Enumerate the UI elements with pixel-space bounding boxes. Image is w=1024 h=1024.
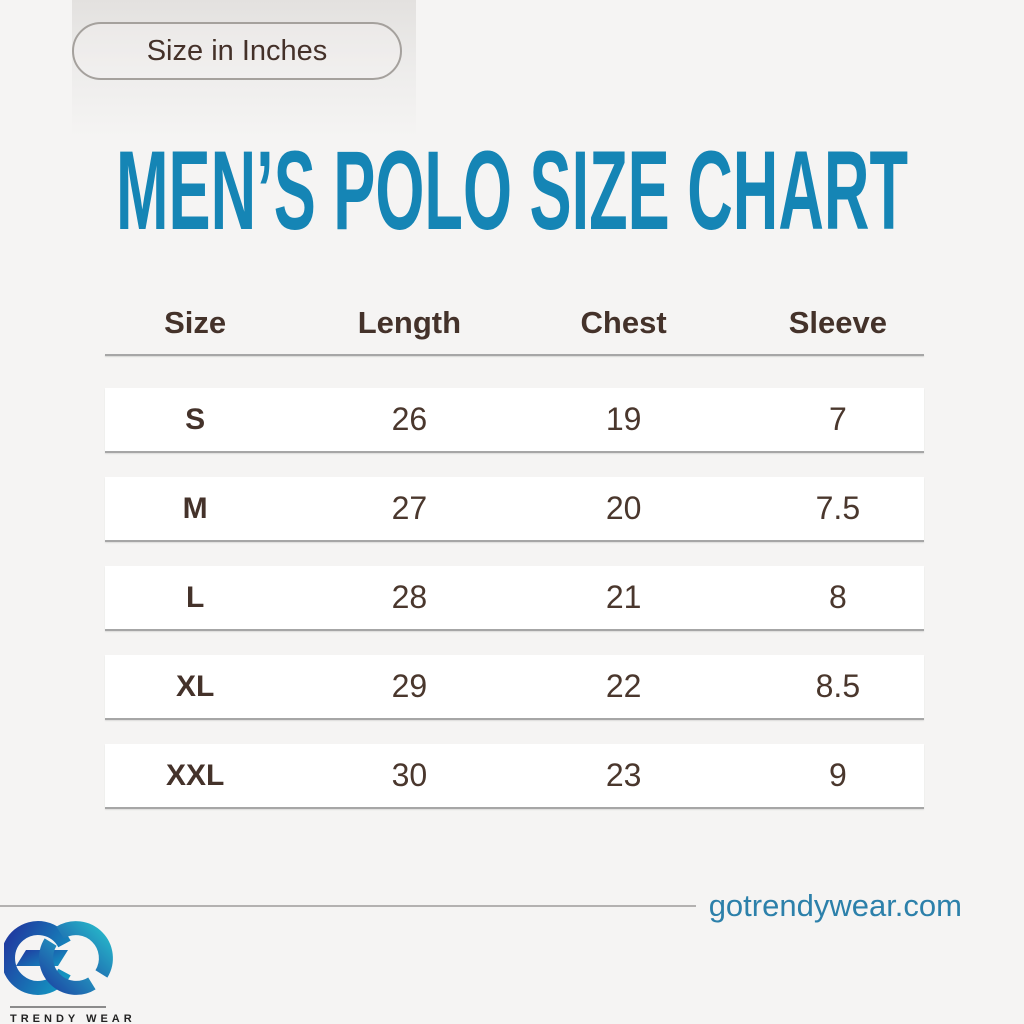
cell-size: XL <box>175 669 215 703</box>
cell-sleeve: 9 <box>828 757 847 793</box>
table-row-m: M 27 20 7.5 <box>105 477 924 542</box>
logo-wordmark: TRENDY WEAR <box>10 1013 136 1024</box>
table-row-s: S 26 19 7 <box>105 388 924 453</box>
cell-chest: 21 <box>605 579 642 615</box>
page-title-text: MEN’S POLO SIZE CHART <box>116 140 908 236</box>
cell-chest: 20 <box>605 490 642 526</box>
size-unit-badge: Size in Inches <box>72 22 402 80</box>
logo-g-ring <box>4 921 71 995</box>
footer: gotrendywear.com <box>0 886 962 926</box>
header-divider <box>105 354 924 356</box>
table-row-xxl: XXL 30 23 9 <box>105 744 924 809</box>
brand-logo: TRENDY WEAR <box>4 918 136 1024</box>
size-table: Size Length Chest Sleeve S 26 19 7 M 27 … <box>88 292 945 833</box>
cell-length: 28 <box>391 579 428 615</box>
cell-length: 30 <box>391 757 428 793</box>
table-body: S 26 19 7 M 27 20 7.5 L 28 21 <box>88 388 945 809</box>
cell-size: L <box>185 580 205 614</box>
cell-size: M <box>182 491 208 525</box>
cell-length: 26 <box>391 401 428 437</box>
table-row-l: L 28 21 8 <box>105 566 924 631</box>
cell-size: XXL <box>165 758 225 792</box>
cell-chest: 19 <box>605 401 642 437</box>
cell-sleeve: 8 <box>828 579 847 615</box>
footer-divider <box>0 905 696 907</box>
column-header-length: Length <box>357 305 462 340</box>
logo-divider <box>10 1006 106 1008</box>
cell-sleeve: 8.5 <box>815 668 861 704</box>
cell-length: 29 <box>391 668 428 704</box>
cell-chest: 22 <box>605 668 642 704</box>
page-title: MEN’S POLO SIZE CHART <box>0 140 1024 236</box>
cell-sleeve: 7 <box>828 401 847 437</box>
cell-sleeve: 7.5 <box>815 490 861 526</box>
cell-chest: 23 <box>605 757 642 793</box>
cell-size: S <box>185 402 206 436</box>
table-header-row: Size Length Chest Sleeve <box>88 292 945 354</box>
go-logo-icon <box>4 921 113 995</box>
logo-o-arc-top <box>56 921 113 978</box>
column-header-sleeve: Sleeve <box>788 305 887 340</box>
page-title-svg: MEN’S POLO SIZE CHART <box>116 140 908 236</box>
table-row-xl: XL 29 22 8.5 <box>105 655 924 720</box>
logo-o-arc-bottom <box>39 938 96 995</box>
column-header-size: Size <box>164 305 227 340</box>
column-header-chest: Chest <box>580 305 667 340</box>
size-unit-badge-label: Size in Inches <box>146 34 328 67</box>
website-url: gotrendywear.com <box>708 888 962 923</box>
cell-length: 27 <box>391 490 428 526</box>
